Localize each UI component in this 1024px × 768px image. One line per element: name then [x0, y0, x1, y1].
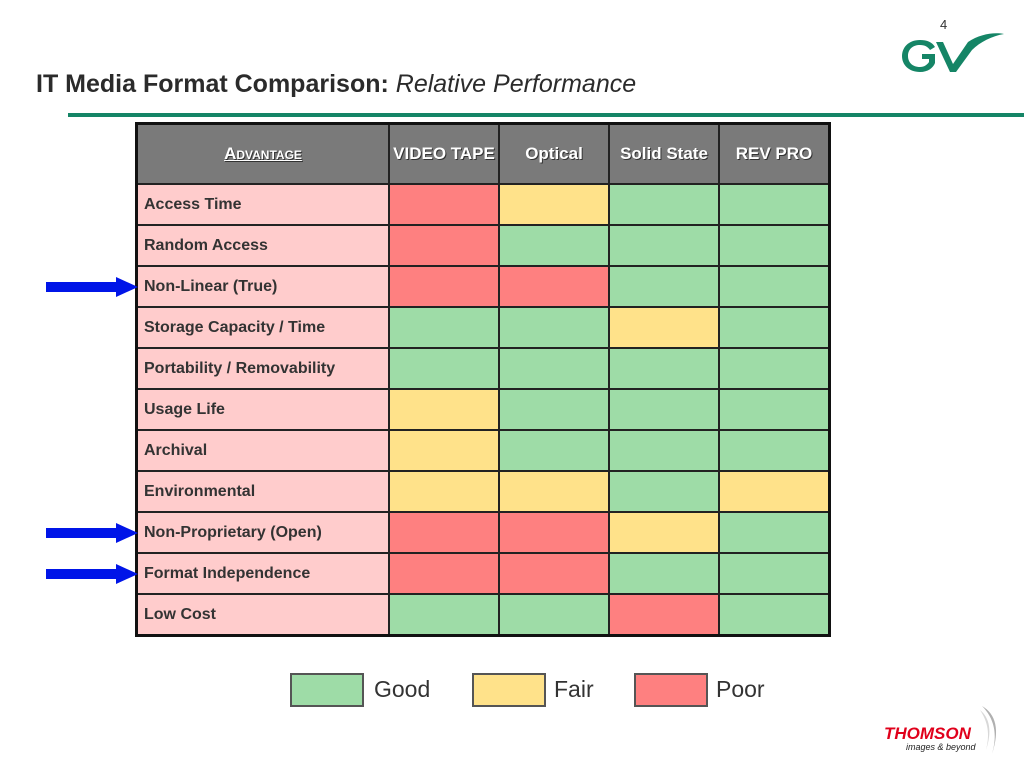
- table-row: Environmental: [135, 470, 831, 513]
- row-label: Format Independence: [135, 552, 390, 595]
- page-number: 4: [940, 17, 948, 32]
- rating-cell-good: [608, 388, 720, 431]
- thomson-swoosh-icon: [980, 706, 997, 754]
- row-label: Archival: [135, 429, 390, 472]
- table-row: Usage Life: [135, 388, 831, 431]
- rating-cell-good: [718, 224, 831, 267]
- page-title: IT Media Format Comparison: Relative Per…: [36, 70, 636, 99]
- rating-cell-fair: [388, 388, 500, 431]
- rating-cell-good: [718, 183, 831, 226]
- rating-cell-poor: [498, 265, 610, 308]
- rating-cell-fair: [498, 470, 610, 513]
- column-header: Optical: [498, 122, 610, 185]
- column-header: Solid State: [608, 122, 720, 185]
- table-row: Non-Linear (True): [135, 265, 831, 308]
- title-subtitle: Relative Performance: [395, 70, 637, 98]
- column-header: REV PRO: [718, 122, 831, 185]
- row-label: Random Access: [135, 224, 390, 267]
- rating-cell-poor: [388, 265, 500, 308]
- row-label: Usage Life: [135, 388, 390, 431]
- rating-cell-good: [608, 183, 720, 226]
- rating-cell-fair: [498, 183, 610, 226]
- rating-cell-good: [718, 306, 831, 349]
- legend-label: Fair: [554, 676, 594, 702]
- arrow-right-icon: [46, 276, 138, 297]
- rating-cell-poor: [498, 552, 610, 595]
- rating-cell-good: [608, 552, 720, 595]
- rating-cell-good: [498, 593, 610, 637]
- rating-cell-good: [718, 593, 831, 637]
- rating-cell-good: [718, 265, 831, 308]
- table-row: Low Cost: [135, 593, 831, 637]
- rating-cell-good: [608, 265, 720, 308]
- rating-cell-good: [608, 470, 720, 513]
- grass-valley-logo: [902, 33, 1004, 72]
- column-header-advantage: Advantage: [135, 122, 390, 185]
- rating-cell-good: [388, 593, 500, 637]
- legend-label: Poor: [716, 676, 765, 702]
- table-row: Portability / Removability: [135, 347, 831, 390]
- table-row: Access Time: [135, 183, 831, 226]
- table-row: Non-Proprietary (Open): [135, 511, 831, 554]
- column-header: VIDEO TAPE: [388, 122, 500, 185]
- table-row: Random Access: [135, 224, 831, 267]
- table-header-row: Advantage VIDEO TAPE Optical Solid State…: [135, 122, 831, 185]
- arrow-right-icon: [46, 522, 138, 543]
- rating-cell-good: [718, 552, 831, 595]
- rating-cell-good: [608, 224, 720, 267]
- table-body: Access Time Random Access Non-Linear (True…: [135, 183, 831, 637]
- rating-cell-good: [498, 388, 610, 431]
- thomson-logo: THOMSON images & beyond: [880, 704, 1010, 760]
- rating-cell-good: [388, 347, 500, 390]
- rating-cell-poor: [498, 511, 610, 554]
- comparison-table: Advantage VIDEO TAPE Optical Solid State…: [135, 122, 831, 637]
- rating-cell-good: [388, 306, 500, 349]
- title-main: IT Media Format Comparison:: [36, 70, 389, 98]
- arrow-right-icon: [46, 563, 138, 584]
- rating-cell-poor: [388, 224, 500, 267]
- legend-label: Good: [374, 676, 431, 702]
- table-row: Storage Capacity / Time: [135, 306, 831, 349]
- table-row: Archival: [135, 429, 831, 472]
- rating-cell-poor: [388, 183, 500, 226]
- row-label: Environmental: [135, 470, 390, 513]
- rating-cell-fair: [608, 511, 720, 554]
- thomson-logo-name: THOMSON: [884, 724, 971, 743]
- legend-swatch-fair: [472, 673, 546, 707]
- rating-cell-good: [498, 429, 610, 472]
- row-label: Non-Linear (True): [135, 265, 390, 308]
- rating-cell-fair: [718, 470, 831, 513]
- row-label: Storage Capacity / Time: [135, 306, 390, 349]
- table-row: Format Independence: [135, 552, 831, 595]
- row-label: Access Time: [135, 183, 390, 226]
- rating-cell-good: [608, 347, 720, 390]
- rating-cell-good: [498, 347, 610, 390]
- rating-cell-good: [608, 429, 720, 472]
- rating-cell-good: [498, 306, 610, 349]
- title-divider: [68, 113, 1024, 117]
- legend-swatch-good: [290, 673, 364, 707]
- rating-cell-good: [718, 347, 831, 390]
- row-label: Portability / Removability: [135, 347, 390, 390]
- rating-cell-good: [718, 429, 831, 472]
- row-label: Low Cost: [135, 593, 390, 637]
- rating-cell-fair: [608, 306, 720, 349]
- legend-swatch-poor: [634, 673, 708, 707]
- rating-cell-good: [718, 388, 831, 431]
- rating-cell-poor: [388, 552, 500, 595]
- rating-cell-good: [718, 511, 831, 554]
- rating-cell-poor: [608, 593, 720, 637]
- row-label: Non-Proprietary (Open): [135, 511, 390, 554]
- rating-cell-fair: [388, 470, 500, 513]
- rating-cell-fair: [388, 429, 500, 472]
- rating-cell-poor: [388, 511, 500, 554]
- thomson-logo-tagline: images & beyond: [906, 742, 976, 752]
- rating-cell-good: [498, 224, 610, 267]
